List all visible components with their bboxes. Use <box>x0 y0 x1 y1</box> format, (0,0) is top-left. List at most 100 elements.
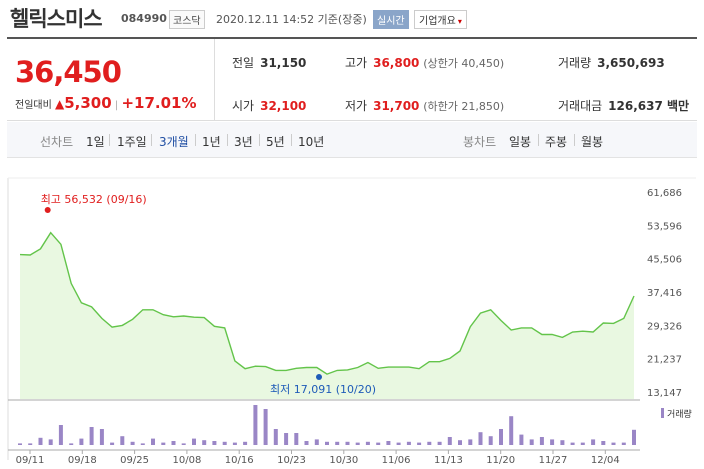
open-value: 32,100 <box>260 99 307 113</box>
x-tick-label: 10/08 <box>172 455 201 466</box>
tab-daily[interactable]: 일봉 <box>509 135 532 149</box>
volume-bar <box>529 439 534 445</box>
volume-bar <box>386 441 391 445</box>
tab-1y[interactable]: 1년 <box>202 135 221 149</box>
max-price-annotation: 최고 56,532 (09/16) <box>41 193 147 206</box>
current-price-panel: 36,450 전일대비 ▲5,300 | +17.01% <box>7 39 215 121</box>
volume-bar <box>560 440 565 445</box>
volume-value: 3,650,693 <box>597 56 665 70</box>
tab-1w[interactable]: 1주일 <box>117 135 147 149</box>
low-label: 저가 <box>345 99 368 113</box>
volume-bar <box>222 441 227 445</box>
volume-bar <box>120 436 125 445</box>
price-line <box>19 231 635 375</box>
price-area <box>20 232 634 399</box>
volume-bar <box>69 443 74 445</box>
x-tick-label: 10/23 <box>277 455 306 466</box>
y-tick-label: 53,596 <box>647 221 682 232</box>
volume-bar <box>570 442 575 445</box>
current-price: 36,450 <box>15 55 122 89</box>
volume: 거래량 3,650,693 <box>558 54 665 71</box>
prev-close-label: 전일 <box>232 56 255 70</box>
price-chart[interactable]: 61,686 53,596 45,506 37,416 29,326 21,237 13,1… <box>0 160 704 469</box>
candle-chart-label: 봉차트 <box>463 135 497 149</box>
tab-divider <box>259 134 260 146</box>
volume-bar <box>89 427 94 445</box>
volume-bar <box>365 441 370 445</box>
tab-divider <box>109 134 110 146</box>
x-tick-label: 12/04 <box>591 455 620 466</box>
price-summary: 36,450 전일대비 ▲5,300 | +17.01% 전일 31,150 고가… <box>7 37 697 121</box>
tab-10y[interactable]: 10년 <box>298 135 325 149</box>
x-tick-label: 11/13 <box>434 455 463 466</box>
low-price: 저가 31,700 (하한가 21,850) <box>345 97 504 114</box>
volume-bar <box>304 441 309 445</box>
volume-bar <box>376 442 381 445</box>
volume-bar <box>437 441 442 445</box>
volume-bar <box>601 441 606 445</box>
volume-bar <box>478 432 483 445</box>
volume-label: 거래량 <box>558 56 592 70</box>
market-badge: 코스닥 <box>169 10 205 29</box>
volume-bar <box>284 433 289 445</box>
volume-bar <box>38 437 43 445</box>
tab-divider <box>574 134 575 146</box>
x-tick-label: 10/16 <box>225 455 254 466</box>
tab-weekly[interactable]: 주봉 <box>545 135 568 149</box>
volume-bar <box>406 441 411 445</box>
tab-5y[interactable]: 5년 <box>266 135 285 149</box>
volume-bar <box>253 405 258 445</box>
max-price-marker <box>44 207 51 213</box>
volume-bar <box>580 442 585 445</box>
volume-bar <box>243 441 248 445</box>
stock-code: 084990 <box>121 12 167 25</box>
x-tick-label: 09/18 <box>68 455 97 466</box>
volume-bar <box>99 429 104 445</box>
volume-bar <box>499 429 503 445</box>
volume-bar <box>458 440 462 445</box>
volume-bar <box>519 434 524 445</box>
tab-divider <box>538 134 539 146</box>
volume-bar <box>447 437 452 445</box>
volume-legend-label: 거래량 <box>667 408 692 420</box>
live-badge[interactable]: 실시간 <box>373 10 409 29</box>
x-tick-label: 10/30 <box>329 455 358 466</box>
change-label: 전일대비 <box>15 100 52 111</box>
y-tick-label: 13,147 <box>647 388 682 399</box>
x-tick-label: 09/25 <box>120 455 149 466</box>
tab-3m[interactable]: 3개월 <box>159 135 189 149</box>
min-price-annotation: 최저 17,091 (10/20) <box>270 383 376 396</box>
company-overview-dropdown[interactable]: 기업개요 ▾ <box>414 10 467 29</box>
volume-bar <box>151 438 155 445</box>
volume-bar <box>58 425 63 445</box>
open-label: 시가 <box>232 99 255 113</box>
volume-bar <box>48 439 53 445</box>
tab-1d[interactable]: 1일 <box>86 135 105 149</box>
change-divider: | <box>114 100 119 111</box>
volume-bar <box>355 442 360 445</box>
company-overview-label: 기업개요 <box>419 16 456 27</box>
chevron-down-icon: ▾ <box>457 17 462 26</box>
volume-bar <box>539 437 544 445</box>
volume-bar <box>232 442 237 445</box>
change-percent: +17.01% <box>121 94 197 112</box>
x-tick-label: 11/20 <box>486 455 515 466</box>
volume-legend-swatch <box>661 408 664 418</box>
change-value: 5,300 <box>64 94 112 112</box>
tab-3y[interactable]: 3년 <box>234 135 253 149</box>
volume-bar <box>294 433 299 445</box>
prev-close: 전일 31,150 <box>232 54 306 71</box>
volume-bar <box>591 439 596 445</box>
stock-name: 헬릭스미스 <box>10 7 103 31</box>
price-change: 전일대비 ▲5,300 | +17.01% <box>15 94 196 112</box>
trade-amount: 거래대금 126,637 백만 <box>558 97 689 114</box>
volume-bar <box>79 438 84 445</box>
volume-bar <box>110 442 115 445</box>
lower-limit: (하한가 21,850) <box>423 100 505 113</box>
volume-bar <box>171 441 176 445</box>
volume-bar <box>325 441 329 445</box>
y-tick-label: 61,686 <box>647 188 682 199</box>
tab-divider <box>195 134 196 146</box>
volume-bar <box>345 441 350 445</box>
tab-monthly[interactable]: 월봉 <box>581 135 604 149</box>
